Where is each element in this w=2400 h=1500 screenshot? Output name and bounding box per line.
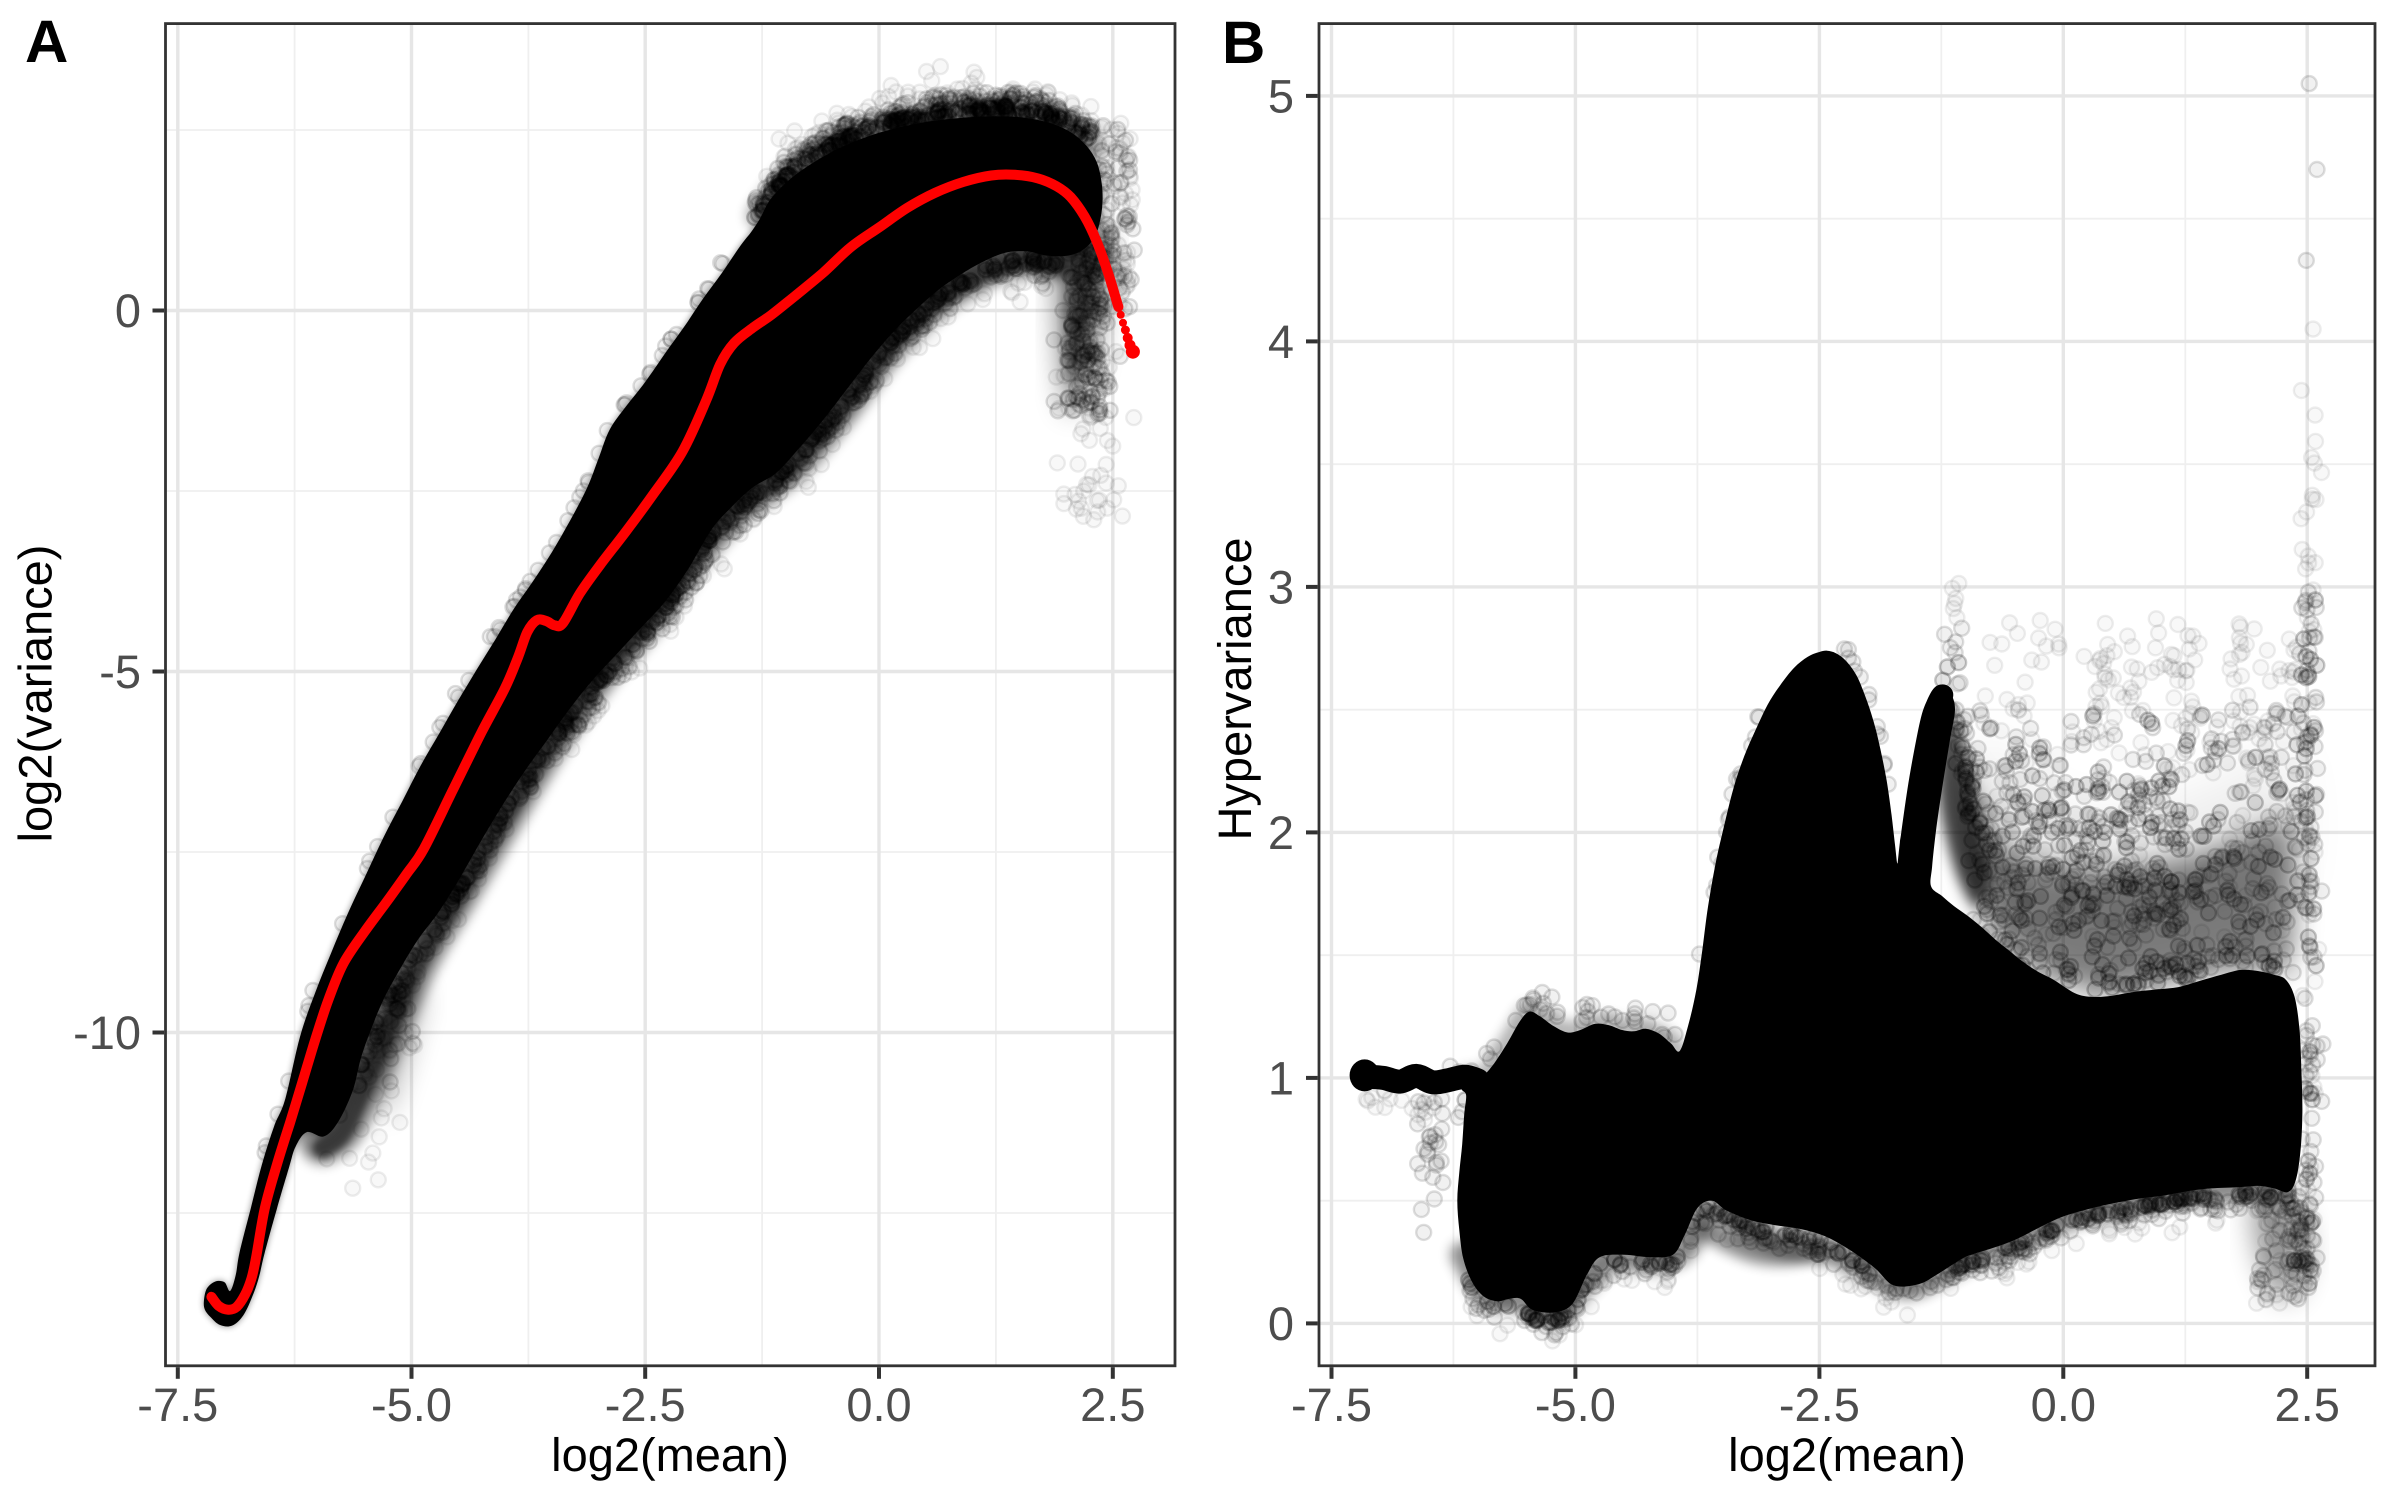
svg-text:-2.5: -2.5 [1779, 1378, 1860, 1431]
svg-text:0.0: 0.0 [2031, 1378, 2096, 1431]
svg-text:-7.5: -7.5 [137, 1378, 218, 1431]
svg-text:B: B [1222, 9, 1265, 76]
svg-text:-2.5: -2.5 [605, 1378, 686, 1431]
svg-text:Hypervariance: Hypervariance [1208, 537, 1261, 840]
svg-text:0: 0 [115, 284, 141, 337]
svg-text:log2(mean): log2(mean) [1728, 1428, 1966, 1481]
svg-text:3: 3 [1268, 560, 1294, 613]
svg-text:0.0: 0.0 [846, 1378, 911, 1431]
svg-text:1: 1 [1268, 1051, 1294, 1104]
svg-text:4: 4 [1268, 315, 1294, 368]
svg-text:-10: -10 [73, 1006, 141, 1059]
svg-text:0: 0 [1268, 1297, 1294, 1350]
svg-text:A: A [25, 8, 68, 75]
svg-text:-5: -5 [99, 645, 141, 698]
svg-text:-5.0: -5.0 [371, 1378, 452, 1431]
svg-text:-5.0: -5.0 [1535, 1378, 1616, 1431]
svg-text:2.5: 2.5 [2275, 1378, 2340, 1431]
svg-text:log2(variance): log2(variance) [9, 545, 62, 843]
svg-text:5: 5 [1268, 69, 1294, 122]
svg-text:-7.5: -7.5 [1291, 1378, 1372, 1431]
svg-text:log2(mean): log2(mean) [551, 1428, 789, 1481]
svg-text:2: 2 [1268, 806, 1294, 859]
svg-text:2.5: 2.5 [1080, 1378, 1145, 1431]
